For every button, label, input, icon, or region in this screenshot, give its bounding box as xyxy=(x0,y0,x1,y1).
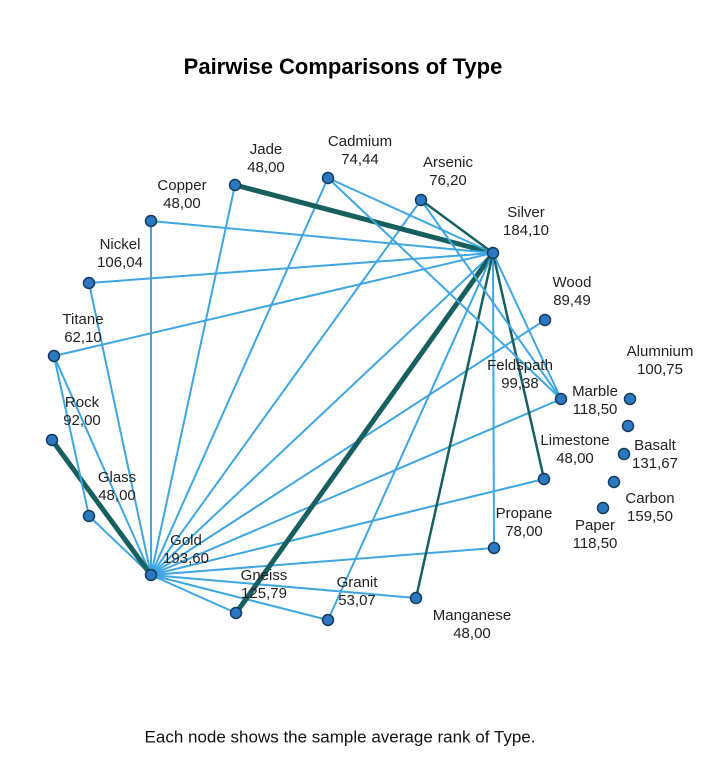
edge xyxy=(53,252,494,357)
node-label: Marble xyxy=(572,383,618,400)
node-label: Gold xyxy=(170,532,202,549)
node-label: Arsenic xyxy=(423,154,474,171)
node-label: Limestone xyxy=(540,432,609,449)
node-value: 89,49 xyxy=(553,292,591,309)
edge xyxy=(88,282,152,576)
node-label: Alumnium xyxy=(627,343,694,360)
node-label: Granit xyxy=(337,574,379,591)
edge xyxy=(150,547,495,576)
edge xyxy=(233,251,496,615)
node-value: 53,07 xyxy=(338,592,376,609)
edge xyxy=(327,252,494,621)
node-label: Propane xyxy=(496,505,553,522)
node-value: 48,00 xyxy=(247,159,285,176)
node-label: Titane xyxy=(62,311,103,328)
node xyxy=(537,472,551,486)
edge xyxy=(492,252,495,549)
edge xyxy=(150,478,545,576)
node-label: Manganese xyxy=(433,607,511,624)
node xyxy=(409,591,423,605)
node-value: 48,00 xyxy=(453,625,491,642)
node-value: 118,50 xyxy=(573,535,618,552)
node-label: Wood xyxy=(553,274,592,291)
edge xyxy=(150,574,237,614)
edge xyxy=(491,252,546,480)
edge xyxy=(150,574,417,599)
node-value: 131,67 xyxy=(632,455,678,472)
node xyxy=(321,613,335,627)
node-value: 99,38 xyxy=(501,375,539,392)
edge xyxy=(53,355,152,576)
edge xyxy=(88,252,494,284)
node xyxy=(144,568,158,582)
node-value: 48,00 xyxy=(556,450,594,467)
edge xyxy=(420,198,494,255)
node xyxy=(621,419,635,433)
node xyxy=(617,447,631,461)
node-value: 106,04 xyxy=(97,254,143,271)
node-value: 78,00 xyxy=(505,523,543,540)
node-value: 125,79 xyxy=(241,585,287,602)
node xyxy=(486,246,500,260)
node-label: Rock xyxy=(65,394,100,411)
edge xyxy=(420,199,562,400)
node-value: 76,20 xyxy=(429,172,467,189)
title: Pairwise Comparisons of Type xyxy=(184,54,503,79)
node-label: Jade xyxy=(250,141,283,158)
node-label: Cadmium xyxy=(328,133,392,150)
node xyxy=(554,392,568,406)
node-label: Silver xyxy=(507,204,545,221)
node-label: Carbon xyxy=(625,490,674,507)
node-value: 62,10 xyxy=(64,329,102,346)
edges xyxy=(49,177,562,621)
node-value: 92,00 xyxy=(63,412,101,429)
node xyxy=(47,349,61,363)
edge xyxy=(150,319,546,576)
node-label: Basalt xyxy=(634,437,677,454)
node xyxy=(538,313,552,327)
node xyxy=(45,433,59,447)
node-label: Paper xyxy=(575,517,615,534)
node xyxy=(82,509,96,523)
edge xyxy=(414,252,495,599)
node xyxy=(228,178,242,192)
edge xyxy=(327,177,494,254)
node-value: 48,00 xyxy=(98,487,136,504)
node xyxy=(321,171,335,185)
node-label: Gneiss xyxy=(241,567,288,584)
node-label: Nickel xyxy=(100,236,141,253)
node-label: Glass xyxy=(98,469,136,486)
node-label: Feldspath xyxy=(487,357,553,374)
node xyxy=(487,541,501,555)
node-value: 193,60 xyxy=(163,550,209,567)
edge xyxy=(327,177,562,400)
node xyxy=(229,606,243,620)
node-value: 100,75 xyxy=(637,361,683,378)
node-value: 184,10 xyxy=(503,222,549,239)
node-value: 118,50 xyxy=(573,401,618,418)
node xyxy=(623,392,637,406)
edge xyxy=(150,177,329,576)
node xyxy=(144,214,158,228)
node-value: 159,50 xyxy=(627,508,673,525)
node xyxy=(607,475,621,489)
edge xyxy=(150,574,329,621)
node xyxy=(596,501,610,515)
footnote: Each node shows the sample average rank … xyxy=(145,727,536,746)
edge xyxy=(150,184,236,576)
node-label: Copper xyxy=(157,177,206,194)
node-value: 74,44 xyxy=(341,151,379,168)
edge xyxy=(49,438,154,577)
edge xyxy=(150,252,494,576)
node xyxy=(82,276,96,290)
edge xyxy=(492,252,562,400)
edge xyxy=(53,355,90,517)
node xyxy=(414,193,428,207)
edge xyxy=(88,515,152,576)
node-value: 48,00 xyxy=(163,195,201,212)
edge xyxy=(150,220,494,254)
